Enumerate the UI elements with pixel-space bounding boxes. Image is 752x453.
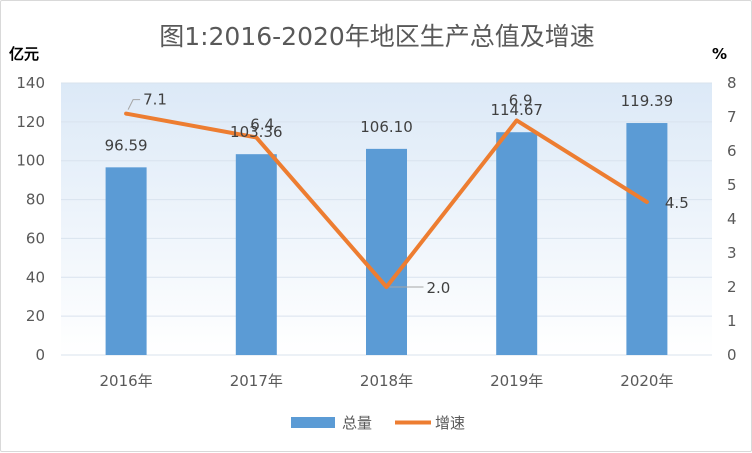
x-tick-label: 2017年 bbox=[230, 372, 283, 390]
bar-data-label: 119.39 bbox=[621, 92, 674, 110]
left-tick-label: 60 bbox=[26, 229, 45, 247]
legend: 总量 增速 bbox=[291, 414, 465, 432]
right-tick-label: 0 bbox=[727, 346, 737, 364]
right-tick-label: 7 bbox=[727, 108, 737, 126]
line-data-label: 2.0 bbox=[427, 279, 451, 297]
line-data-labels: 7.1 6.4 2.0 6.9 4.5 bbox=[127, 91, 689, 297]
x-axis-ticks: 2016年 2017年 2018年 2019年 2020年 bbox=[100, 372, 674, 390]
left-tick-label: 0 bbox=[35, 346, 45, 364]
line-series bbox=[124, 111, 649, 289]
right-tick-label: 6 bbox=[727, 142, 737, 160]
line-data-label: 6.9 bbox=[509, 91, 533, 109]
x-tick-label: 2019年 bbox=[490, 372, 543, 390]
left-tick-label: 20 bbox=[26, 307, 45, 325]
legend-label-bar: 总量 bbox=[342, 414, 372, 432]
bar bbox=[626, 123, 668, 355]
leader-line bbox=[127, 99, 141, 110]
left-tick-label: 120 bbox=[16, 113, 45, 131]
bar bbox=[235, 154, 277, 355]
right-axis-ticks: 0 1 2 3 4 5 6 7 8 bbox=[727, 74, 737, 364]
bar-data-label: 103.36 bbox=[230, 123, 283, 141]
legend-label-line: 增速 bbox=[435, 414, 465, 432]
line-data-label: 6.4 bbox=[250, 115, 274, 133]
bar-data-label: 114.67 bbox=[490, 101, 543, 119]
line-data-label: 7.1 bbox=[143, 91, 167, 109]
left-tick-label: 80 bbox=[26, 191, 45, 209]
bar-series bbox=[105, 123, 668, 355]
right-tick-label: 3 bbox=[727, 244, 737, 262]
chart-title: 图1:2016-2020年地区生产总值及增速 bbox=[159, 22, 595, 51]
left-axis-unit: 亿元 bbox=[9, 45, 39, 63]
left-axis-ticks: 0 20 40 60 80 100 120 140 bbox=[16, 74, 45, 364]
bar bbox=[366, 148, 407, 355]
x-tick-label: 2020年 bbox=[620, 372, 673, 390]
legend-swatch-bar bbox=[291, 417, 335, 428]
bar-data-label: 96.59 bbox=[105, 136, 148, 154]
x-tick-label: 2018年 bbox=[360, 372, 413, 390]
bar-data-label: 106.10 bbox=[360, 118, 413, 136]
right-tick-label: 5 bbox=[727, 176, 737, 194]
bar bbox=[496, 132, 538, 355]
left-tick-label: 40 bbox=[26, 268, 45, 286]
right-tick-label: 4 bbox=[727, 210, 737, 228]
left-tick-label: 100 bbox=[16, 152, 45, 170]
left-tick-label: 140 bbox=[16, 74, 45, 92]
bar-data-labels: 96.59 103.36 106.10 114.67 119.39 bbox=[105, 92, 674, 154]
right-tick-label: 2 bbox=[727, 278, 737, 296]
bar bbox=[105, 167, 147, 355]
right-tick-label: 1 bbox=[727, 312, 737, 330]
x-tick-label: 2016年 bbox=[100, 372, 153, 390]
line-data-label: 4.5 bbox=[665, 194, 689, 212]
right-tick-label: 8 bbox=[727, 74, 737, 92]
right-axis-unit: % bbox=[712, 45, 727, 63]
line-path bbox=[124, 111, 649, 289]
